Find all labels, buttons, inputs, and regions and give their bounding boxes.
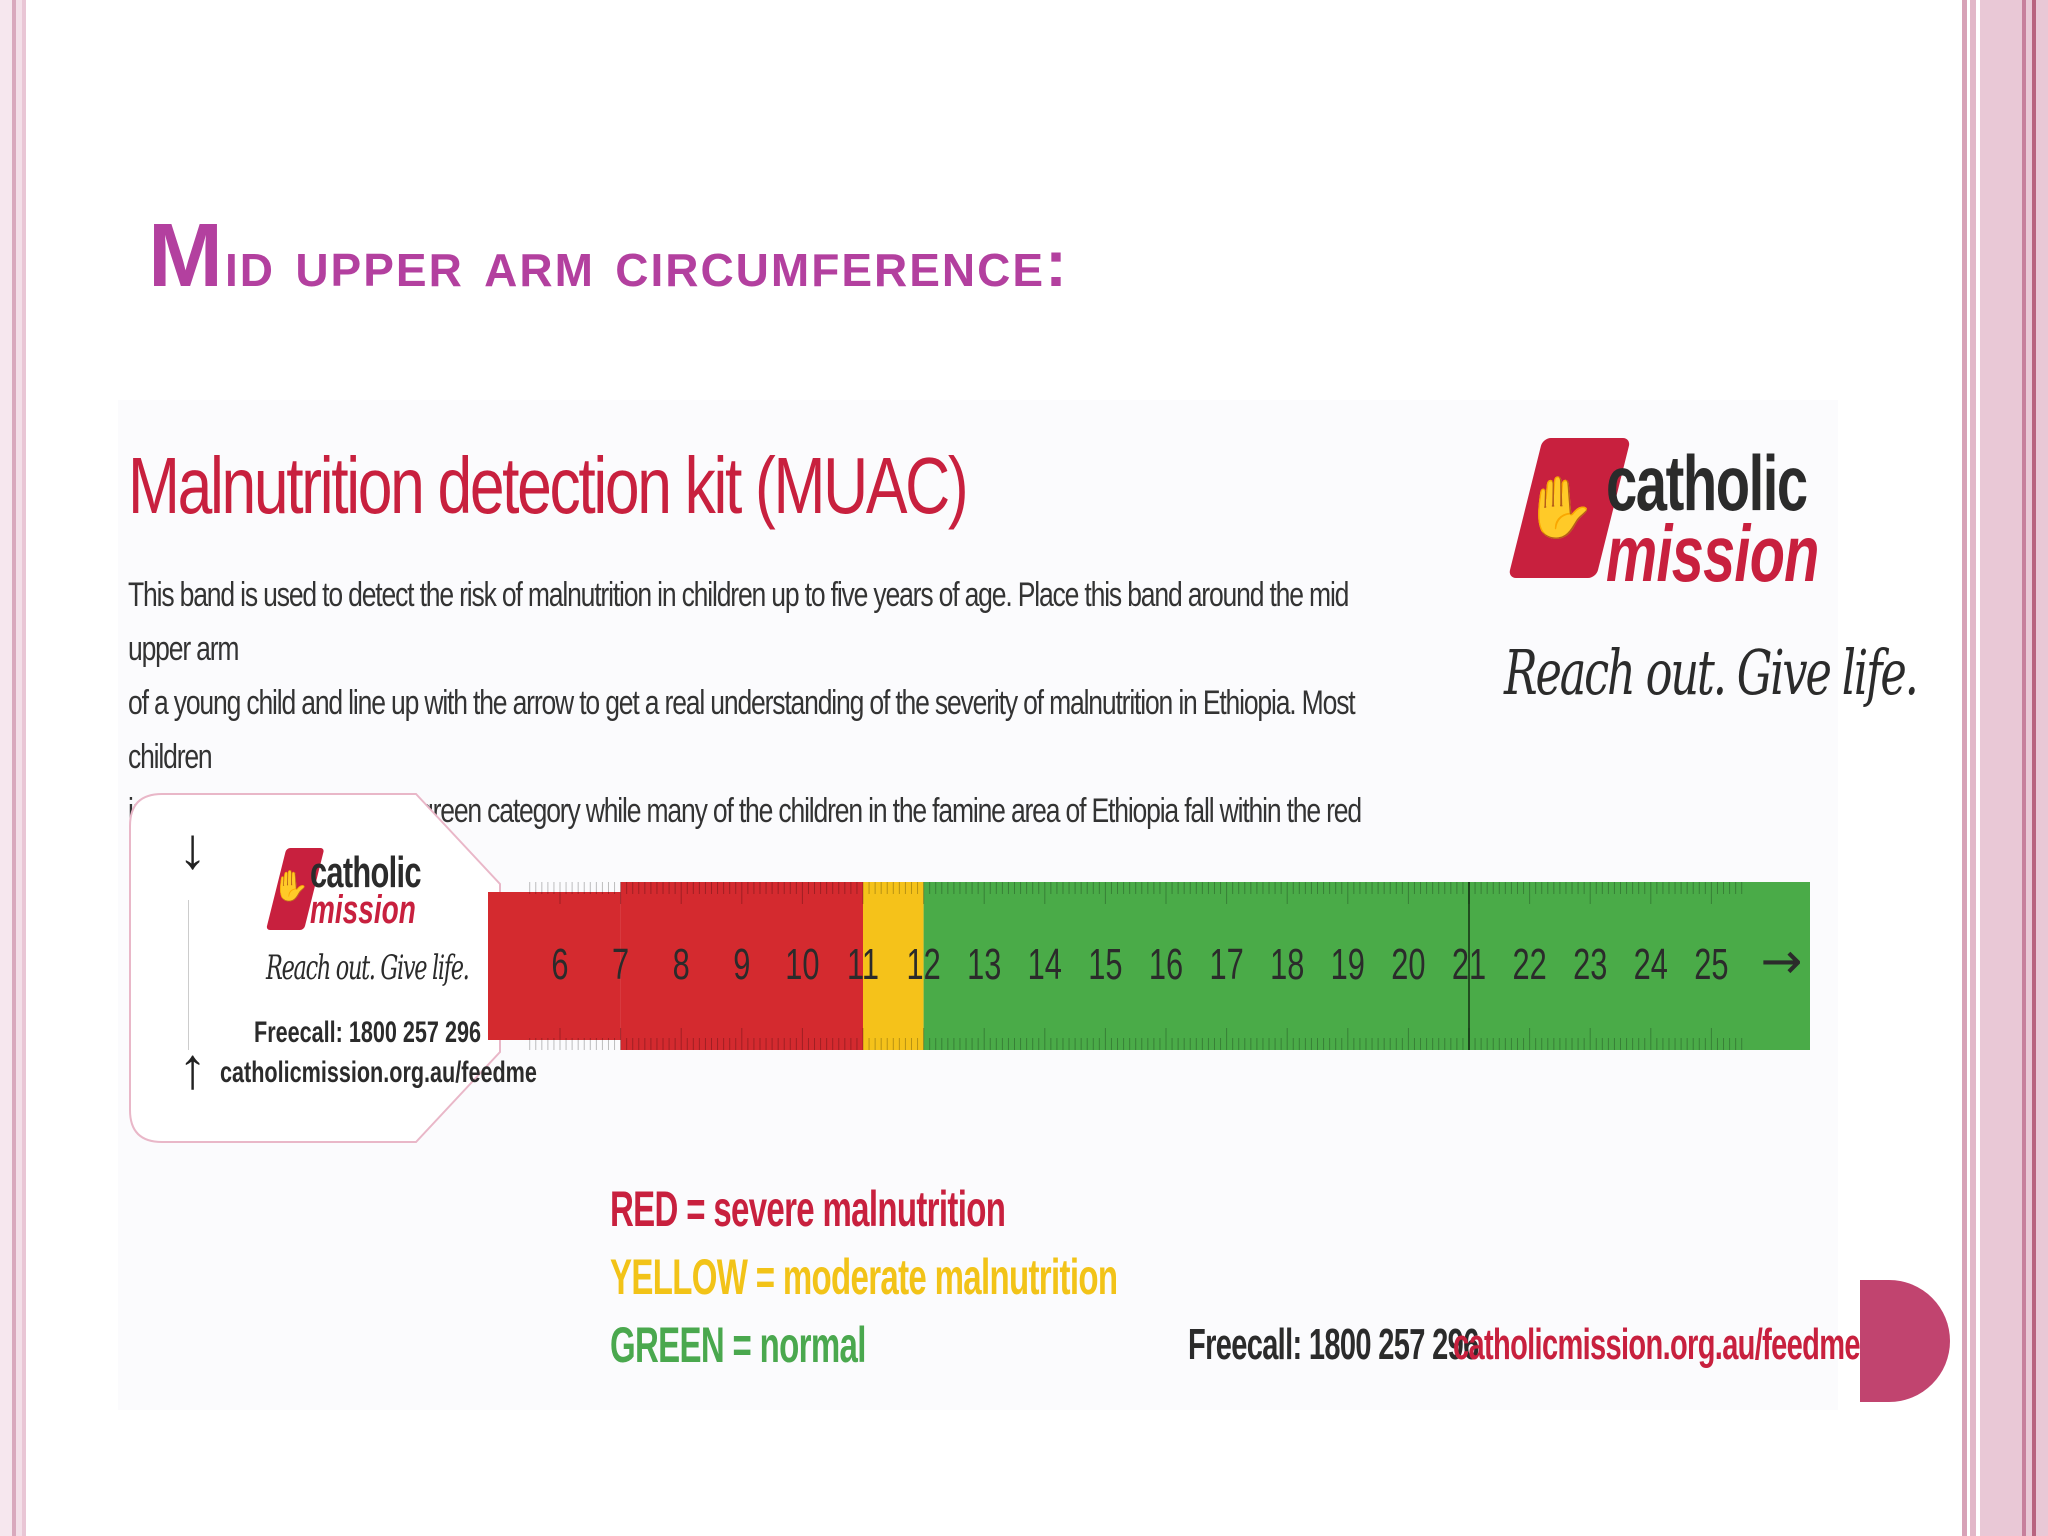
footer-freecall: Freecall: 1800 257 296 — [1188, 1320, 1479, 1369]
tag-guide-line — [188, 900, 189, 1050]
tape-zone-red-tail — [488, 892, 621, 1040]
tape-tick-label: 15 — [1088, 941, 1122, 990]
tag-freecall: Freecall: 1800 257 296 — [254, 1016, 481, 1049]
slide-frame-right — [1962, 0, 2048, 1536]
tape-tick-label: 8 — [673, 941, 690, 990]
tape-tick-label: 24 — [1634, 941, 1668, 990]
tape-tick-label: 22 — [1512, 941, 1546, 990]
tape-tick-label: 23 — [1573, 941, 1607, 990]
logo-word-catholic: catholic — [1606, 439, 1808, 527]
tape-zone-red — [620, 882, 863, 1050]
tag-url: catholicmission.org.au/feedme — [220, 1056, 537, 1089]
legend-red: RED = severe malnutrition — [610, 1181, 1006, 1237]
slide-title: Mid upper arm circumference: — [148, 205, 1069, 308]
tape-end-arrow-icon: → — [1760, 932, 1802, 990]
slide-frame-left — [0, 0, 26, 1536]
slide-title-rest: id upper arm circumference: — [224, 226, 1069, 300]
logo-tagline: Reach out. Give life. — [1504, 636, 1919, 709]
tag-logo-tagline: Reach out. Give life. — [266, 948, 470, 988]
tape-tick-label: 17 — [1209, 941, 1243, 990]
arrow-down-icon: ↓ — [178, 816, 207, 881]
tape-tick-label: 10 — [785, 941, 819, 990]
tape-tick-label: 18 — [1270, 941, 1304, 990]
hands-icon: ✋ — [272, 870, 310, 903]
slide-title-first-letter: M — [148, 206, 225, 306]
tape-zone-yellow — [863, 882, 924, 1050]
legend-green: GREEN = normal — [610, 1317, 866, 1373]
tape-tick-label: 9 — [733, 941, 750, 990]
tape-tick-label: 21 — [1452, 941, 1486, 990]
tag-logo-word-mission: mission — [310, 888, 416, 932]
tape-tick-label: 19 — [1331, 941, 1365, 990]
kit-description-line: This band is used to detect the risk of … — [128, 576, 1349, 668]
kit-title: Malnutrition detection kit (MUAC) — [128, 441, 969, 530]
tag-logo-word-catholic: catholic — [310, 848, 421, 897]
tape-tick-label: 25 — [1694, 941, 1728, 990]
tape-tick-label: 13 — [967, 941, 1001, 990]
catholic-mission-logo: ✋ catholic mission Reach out. Give life. — [1504, 438, 1919, 768]
tape-tick-label: 11 — [847, 941, 879, 990]
footer-url: catholicmission.org.au/feedme — [1453, 1320, 1861, 1369]
tape-zone-green — [923, 882, 1810, 1050]
tape-tick-label: 16 — [1149, 941, 1183, 990]
muac-kit-image: Malnutrition detection kit (MUAC) This b… — [118, 400, 1919, 1410]
slide-decoration-dot — [1860, 1280, 1950, 1402]
arrow-up-icon: ↑ — [178, 1036, 207, 1101]
muac-tape: 6 7 8 9 10 11 12 13 14 15 16 17 18 19 20 21 22 23 24 25 → — [488, 882, 1810, 1050]
tape-tick-label: 6 — [551, 941, 568, 990]
tape-tick-label: 20 — [1391, 941, 1425, 990]
hands-icon: ✋ — [1522, 474, 1597, 541]
legend-yellow: YELLOW = moderate malnutrition — [610, 1249, 1118, 1305]
tape-tick-label: 7 — [612, 941, 629, 990]
tape-tag-shape — [129, 793, 501, 1143]
tag-logo: ✋ catholic mission Reach out. Give life. — [266, 848, 470, 988]
logo-word-mission: mission — [1606, 509, 1819, 598]
tape-tick-label: 12 — [906, 941, 940, 990]
tape-tick-label: 14 — [1028, 941, 1062, 990]
kit-description-line: of a young child and line up with the ar… — [128, 684, 1356, 776]
